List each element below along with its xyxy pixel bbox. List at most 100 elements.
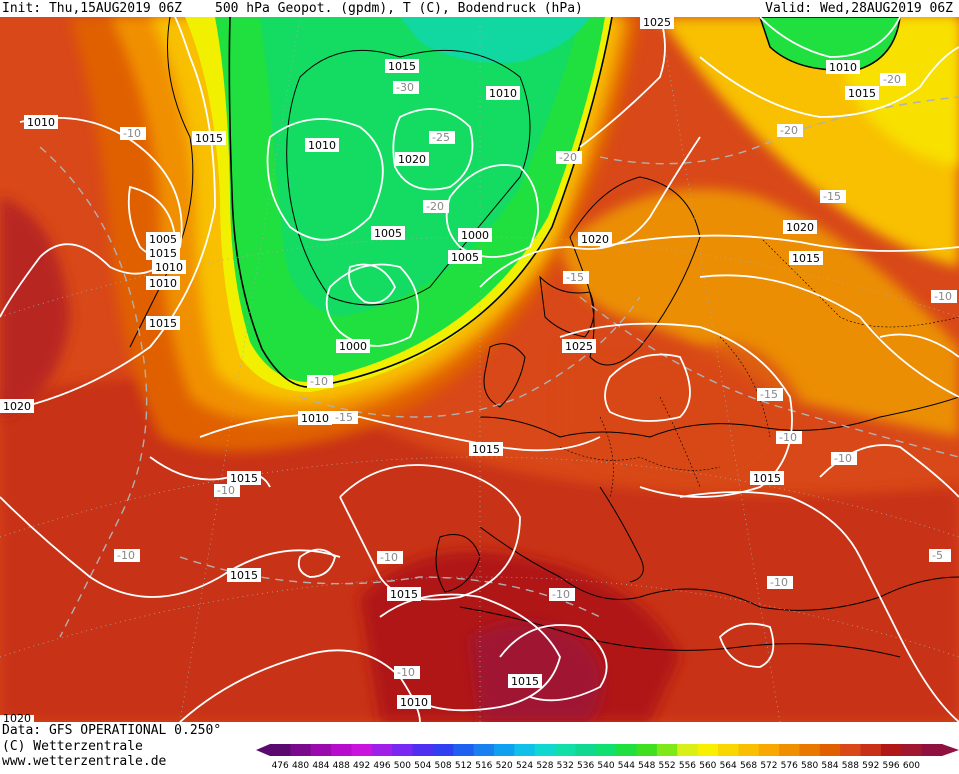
svg-text:1020: 1020 (3, 400, 31, 413)
temperature-label: -15 (332, 411, 358, 424)
scale-tick-label: 580 (801, 761, 818, 770)
svg-text:-30: -30 (396, 81, 414, 94)
svg-text:-10: -10 (123, 127, 141, 140)
scale-swatch (840, 744, 862, 756)
canada-coast (129, 17, 194, 348)
pressure-label: 1015 (149, 317, 177, 330)
website-link[interactable]: www.wetterzentrale.de (2, 754, 167, 769)
scale-swatch (901, 744, 923, 756)
pressure-labels: 1010 1015 1015 1010 1010 1020 1015 1025 … (0, 17, 879, 722)
geopotential-band-584 (0, 379, 959, 722)
scale-tick-label: 564 (720, 761, 737, 770)
scale-swatch (575, 744, 597, 756)
scale-tick-label: 596 (882, 761, 899, 770)
svg-text:1010: 1010 (829, 61, 857, 74)
svg-text:-10: -10 (217, 484, 235, 497)
svg-text:-10: -10 (934, 290, 952, 303)
temperature-labels: -30 -25 -20 -20 -20 -20 -15 -15 -10 -10 … (114, 73, 957, 679)
geopotential-band-central-europe (560, 342, 800, 487)
map-header: Init: Thu,15AUG2019 06Z 500 hPa Geopot. … (0, 0, 959, 17)
iceland-coast (539, 275, 595, 338)
temperature-label: -10 (767, 576, 793, 589)
pressure-label: 1010 (152, 260, 186, 274)
svg-text:-15: -15 (566, 271, 584, 284)
scale-tick-label: 584 (821, 761, 838, 770)
scale-swatch (656, 744, 678, 756)
iberia-coast (435, 534, 481, 593)
svg-text:-15: -15 (823, 190, 841, 203)
scale-swatch (331, 744, 352, 756)
scale-tick-label: 492 (353, 761, 370, 770)
svg-text:1015: 1015 (472, 443, 500, 456)
scale-tick-label: 560 (699, 761, 716, 770)
svg-text:1015: 1015 (848, 87, 876, 100)
scale-swatch (758, 744, 780, 756)
scale-tick-label: 532 (557, 761, 574, 770)
scale-swatch (555, 744, 576, 756)
pressure-label: 1020 (783, 220, 817, 234)
temperature-label: -5 (929, 549, 951, 562)
scale-swatch (310, 744, 332, 756)
svg-text:-25: -25 (432, 131, 450, 144)
pressure-label: 1010 (298, 411, 332, 425)
scale-swatch (534, 744, 556, 756)
svg-text:1010: 1010 (301, 412, 329, 425)
map-title: 500 hPa Geopot. (gpdm), T (C), Bodendruc… (215, 1, 583, 16)
mediterranean-north-coast (479, 526, 959, 611)
svg-text:1015: 1015 (149, 247, 177, 260)
europe-north-coast (479, 396, 959, 438)
svg-text:1020: 1020 (3, 712, 31, 722)
pressure-label: 1015 (750, 471, 784, 485)
svg-text:-15: -15 (760, 388, 778, 401)
pressure-label: 1010 (397, 695, 431, 709)
svg-text:-10: -10 (380, 551, 398, 564)
svg-text:1015: 1015 (388, 60, 416, 73)
scale-swatch (595, 744, 617, 756)
color-scale-bar: 476 480 484 488 492 496 500 504 508 512 516 520 524 5… (256, 744, 959, 771)
temperature-label: -10 (214, 484, 240, 497)
svg-text:1025: 1025 (643, 17, 671, 29)
pressure-label: 1020 (578, 232, 612, 246)
scale-swatch (636, 744, 658, 756)
scale-tick-label: 484 (312, 761, 329, 770)
graticule (0, 17, 959, 722)
scale-tick-label: 488 (333, 761, 350, 770)
scale-tick-label: 576 (781, 761, 798, 770)
pressure-label: 1020 (395, 152, 429, 166)
pressure-label: 1000 (458, 228, 492, 242)
scale-swatch (514, 744, 536, 756)
scale-tick-label: 508 (434, 761, 451, 770)
scale-tick-label: 588 (842, 761, 859, 770)
scale-tick-label: 536 (577, 761, 594, 770)
pressure-label: 1010 (146, 276, 180, 290)
scale-tick-label: 520 (496, 761, 513, 770)
british-isles-coast (483, 343, 526, 408)
copyright-text: (C) Wetterzentrale (2, 739, 143, 754)
svg-text:-20: -20 (883, 73, 901, 86)
scale-arrow-left (256, 744, 270, 756)
svg-text:-20: -20 (559, 151, 577, 164)
temperature-label: -10 (549, 588, 575, 601)
scale-swatch (677, 744, 699, 756)
svg-text:1000: 1000 (461, 229, 489, 242)
init-time: Init: Thu,15AUG2019 06Z (2, 1, 183, 16)
svg-text:-20: -20 (780, 124, 798, 137)
scale-tick-label: 500 (394, 761, 411, 770)
africa-north-coast (459, 606, 901, 658)
scale-swatch (860, 744, 882, 756)
scale-swatch (270, 744, 291, 756)
country-borders (559, 236, 959, 498)
svg-text:1010: 1010 (149, 277, 177, 290)
svg-text:1005: 1005 (374, 227, 402, 240)
valid-time: Valid: Wed,28AUG2019 06Z (765, 1, 953, 16)
scale-tick-label: 524 (516, 761, 533, 770)
svg-text:-10: -10 (310, 375, 328, 388)
svg-text:-20: -20 (426, 200, 444, 213)
pressure-label: 1005 (371, 226, 405, 240)
scale-swatch (718, 744, 739, 756)
pressure-label: 1005 (146, 232, 180, 246)
scale-swatch (779, 744, 800, 756)
temperature-label: -15 (757, 388, 783, 401)
svg-text:-10: -10 (117, 549, 135, 562)
svg-text:1015: 1015 (195, 132, 223, 145)
